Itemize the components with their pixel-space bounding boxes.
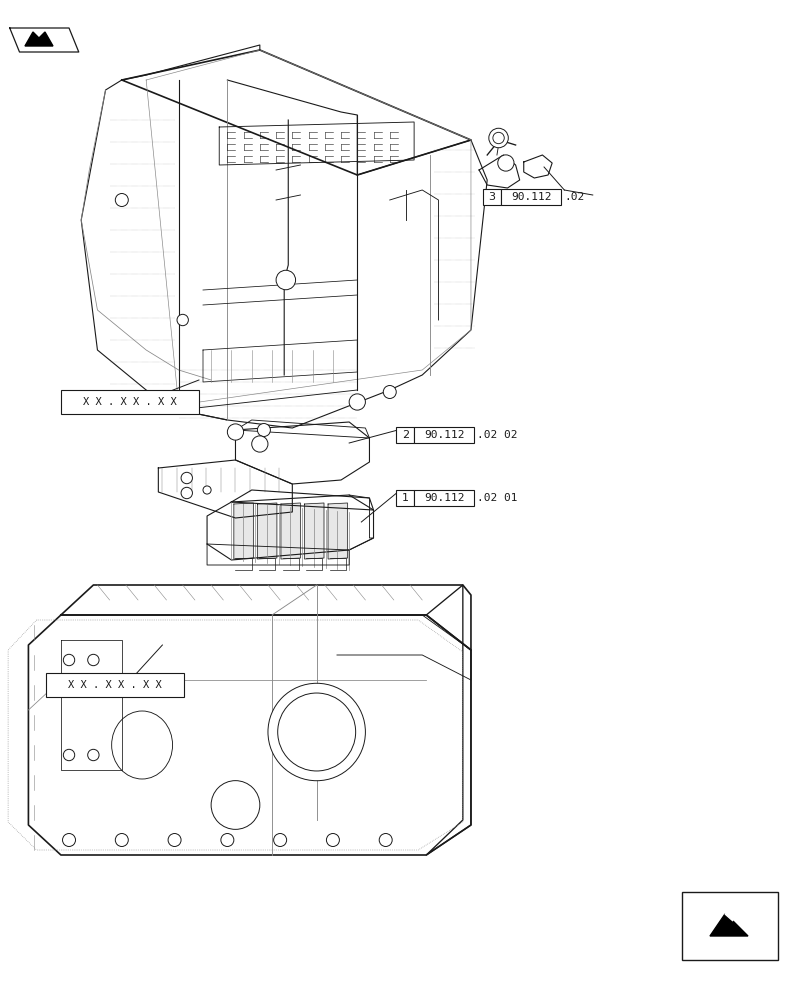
Text: 1: 1 [401,493,408,503]
Circle shape [168,834,181,846]
Polygon shape [304,503,324,559]
Circle shape [181,487,192,499]
Circle shape [115,194,128,206]
Circle shape [63,749,75,761]
Text: X X . X X . X X: X X . X X . X X [83,397,177,407]
Bar [681,892,777,960]
Circle shape [277,693,355,771]
Circle shape [349,394,365,410]
Bar [396,490,414,506]
Text: 90.112: 90.112 [423,430,464,440]
Bar [396,427,414,443]
Bar [61,390,199,414]
Bar [414,490,474,506]
Circle shape [276,270,295,290]
Polygon shape [328,503,347,559]
Circle shape [88,654,99,666]
Circle shape [88,749,99,761]
Polygon shape [10,28,79,52]
Circle shape [497,155,513,171]
Bar [500,189,560,205]
Text: 2: 2 [401,430,408,440]
Circle shape [177,314,188,326]
Circle shape [251,436,268,452]
Circle shape [63,654,75,666]
Text: .02 02: .02 02 [477,430,517,440]
Circle shape [62,834,75,846]
Circle shape [488,128,508,148]
Polygon shape [257,503,277,559]
Text: 3: 3 [488,192,495,202]
Circle shape [181,472,192,484]
Text: 90.112: 90.112 [510,192,551,202]
Circle shape [227,424,243,440]
Polygon shape [281,503,300,559]
Circle shape [492,132,504,144]
Circle shape [383,386,396,398]
Circle shape [221,834,234,846]
Text: .02 01: .02 01 [477,493,517,503]
Text: .02: .02 [564,192,584,202]
Polygon shape [724,912,732,921]
Text: X X . X X . X X: X X . X X . X X [68,680,162,690]
Circle shape [211,781,260,829]
Circle shape [326,834,339,846]
Bar [46,673,184,697]
Bar [483,189,500,205]
Circle shape [273,834,286,846]
Bar [414,427,474,443]
Circle shape [203,486,211,494]
Polygon shape [709,914,747,936]
Circle shape [268,683,365,781]
Circle shape [257,424,270,436]
Circle shape [115,834,128,846]
Circle shape [379,834,392,846]
Polygon shape [25,32,53,46]
Text: 90.112: 90.112 [423,493,464,503]
Polygon shape [234,503,253,559]
